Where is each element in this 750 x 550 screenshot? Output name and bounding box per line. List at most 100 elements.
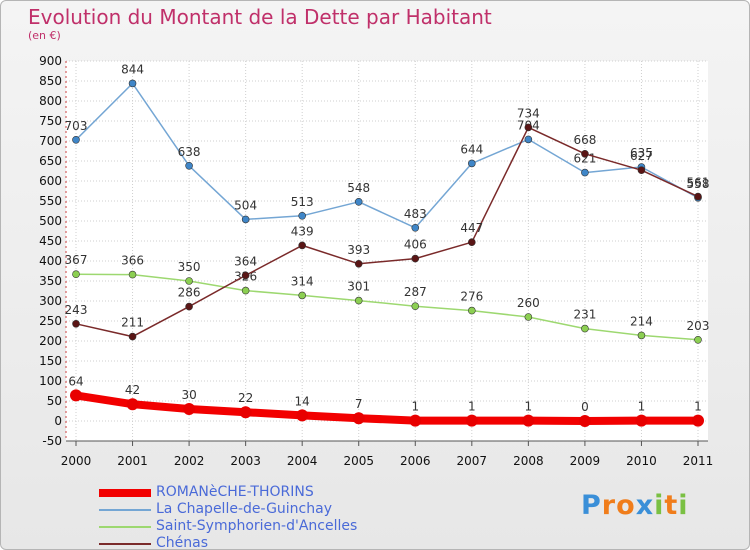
x-tick-label: 2003 [230,454,261,468]
data-label: 366 [121,254,144,268]
data-label: 627 [630,149,653,163]
y-tick-label: 900 [39,54,62,68]
x-tick-label: 2008 [513,454,544,468]
data-label: 1 [468,400,476,414]
y-tick-label: 750 [39,114,62,128]
data-point [128,332,137,341]
data-label: 286 [178,286,201,300]
data-label: 406 [404,238,427,252]
data-point [581,168,589,177]
data-point [694,192,702,201]
legend-swatch [99,526,151,528]
legend-item: La Chapelle-de-Guinchay [99,501,419,519]
data-point [694,335,702,344]
logo-letter: i [654,490,665,521]
data-label: 734 [517,106,540,120]
data-point [637,166,646,174]
data-point [692,414,704,427]
data-point [298,291,306,300]
x-tick-label: 2009 [570,454,601,468]
data-label: 7 [355,397,363,411]
legend-item: ROMANèCHE-THORINS [99,484,419,502]
data-label: 1 [694,400,702,414]
data-label: 314 [291,274,314,288]
data-label: 504 [234,198,257,212]
y-tick-label: 300 [39,294,62,308]
y-tick-label: 700 [39,134,62,148]
data-label: 203 [687,319,710,333]
data-point [183,403,196,415]
data-label: 447 [460,221,483,235]
data-point [241,271,250,280]
data-point [409,414,422,427]
data-point [185,302,193,311]
data-point [296,409,309,422]
data-point [354,259,363,268]
data-point [128,270,137,279]
data-label: 211 [121,316,144,330]
y-tick-label: 0 [54,414,62,428]
series-line [75,82,699,229]
x-tick-label: 2010 [626,454,657,468]
y-tick-label: 200 [39,334,62,348]
x-tick-label: 2000 [61,454,92,468]
data-label: 638 [178,145,201,159]
data-point [354,296,363,305]
chart-unit-label: (en €) [28,29,61,42]
y-tick-label: 800 [39,94,62,108]
data-label: 0 [581,400,589,414]
y-tick-label: -50 [42,434,62,448]
data-label: 260 [517,296,540,310]
data-label: 513 [291,195,314,209]
data-label: 364 [234,254,257,268]
data-point [524,313,533,321]
data-point [524,135,533,144]
data-label: 231 [573,308,596,322]
data-label: 301 [347,280,370,294]
y-tick-label: 100 [39,374,62,388]
data-label: 14 [295,394,310,408]
y-tick-label: 150 [39,354,62,368]
data-label: 243 [65,303,88,317]
y-tick-label: 600 [39,174,62,188]
data-point [468,159,476,168]
data-point [635,414,648,427]
data-point [581,150,589,158]
data-point [185,277,193,285]
data-label: 844 [121,62,144,76]
data-point [411,302,420,311]
x-tick-label: 2005 [343,454,374,468]
logo-letter: x [635,490,655,521]
data-point [465,414,478,427]
data-point [522,414,535,427]
x-tick-label: 2006 [400,454,431,468]
logo-letter: t [664,490,679,521]
data-label: 367 [65,253,88,267]
y-tick-label: 550 [39,194,62,208]
y-tick-label: 850 [39,74,62,88]
data-label: 214 [630,314,653,328]
data-point [298,241,306,250]
data-label: 548 [347,181,370,195]
data-point [70,389,82,402]
plot-area [66,61,708,441]
data-point [298,212,306,220]
data-point [578,415,591,427]
data-label: 276 [460,290,483,304]
data-label: 483 [404,207,427,221]
legend-label: ROMANèCHE-THORINS [156,484,314,500]
data-label: 703 [65,119,88,133]
series-line [75,273,699,341]
data-label: 350 [178,260,201,274]
data-label: 439 [291,224,314,238]
y-tick-label: 450 [39,234,62,248]
x-tick-label: 2004 [287,454,318,468]
y-tick-label: 500 [39,214,62,228]
series-line [75,126,699,338]
y-tick-label: 250 [39,314,62,328]
data-label: 558 [687,177,710,191]
y-tick-label: 400 [39,254,62,268]
data-point [524,123,533,132]
